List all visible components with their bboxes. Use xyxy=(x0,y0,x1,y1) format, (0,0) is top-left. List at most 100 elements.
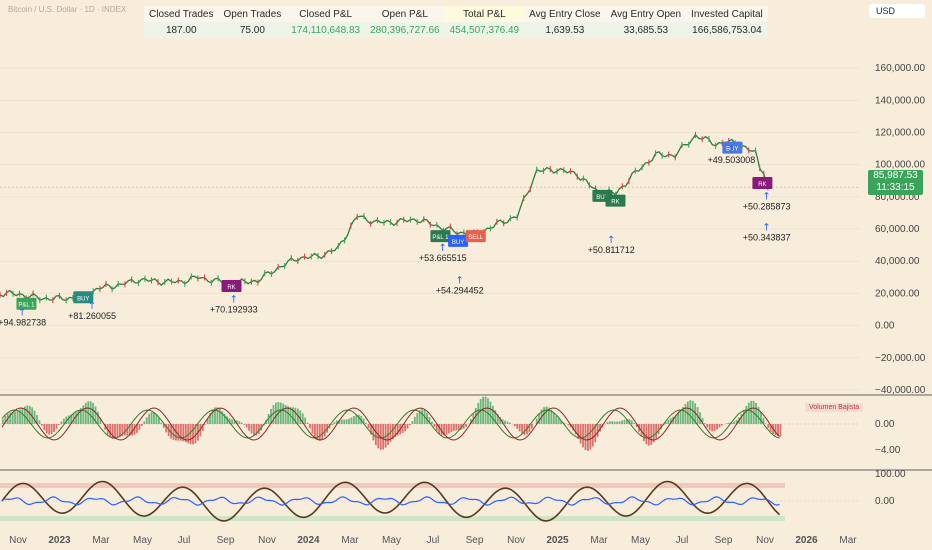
volume-bar xyxy=(231,419,233,424)
stats-value: 75.00 xyxy=(218,22,287,38)
volume-bar xyxy=(518,424,521,432)
volume-bar xyxy=(179,424,182,441)
volume-bar xyxy=(764,423,767,424)
volume-bar xyxy=(623,419,626,424)
volume-bar xyxy=(616,421,619,424)
volume-bar xyxy=(177,424,180,441)
price-tick-label: 0.00 xyxy=(875,321,895,332)
stats-value: 454,507,376.49 xyxy=(444,22,525,38)
volume-bar xyxy=(452,424,455,431)
volume-bar xyxy=(138,424,141,430)
volume-bar xyxy=(301,413,304,424)
volume-bar xyxy=(345,419,348,424)
volume-bar xyxy=(728,422,731,424)
volume-bar xyxy=(716,424,718,430)
trade-tag-box xyxy=(430,230,451,243)
volume-bar xyxy=(677,412,679,424)
volume-bar xyxy=(111,424,114,439)
stats-header: Avg Entry Close xyxy=(524,6,606,22)
volume-bar xyxy=(470,419,472,424)
stats-value: 174,110,648.83 xyxy=(286,22,366,38)
volume-bar xyxy=(97,411,99,424)
volume-bar xyxy=(689,400,692,424)
currency-select[interactable]: USD xyxy=(869,4,925,18)
volume-bar xyxy=(545,406,548,424)
price-tick-label: −40,000.00 xyxy=(875,385,926,396)
trade-annotation: +94.982738 xyxy=(0,318,46,328)
volume-bar xyxy=(535,418,538,424)
volume-bar xyxy=(282,403,285,424)
volume-bar xyxy=(674,415,677,424)
stats-value: 1,639.53 xyxy=(524,22,606,38)
stats-header: Avg Entry Open xyxy=(605,6,687,22)
trade-annotation: +70.192933 xyxy=(210,305,258,315)
entry-arrow-icon: ↑ xyxy=(456,275,464,286)
volume-bar xyxy=(552,412,555,424)
volume-bar xyxy=(462,424,465,429)
volume-bar xyxy=(223,413,226,424)
rsi-oscillator-pane: 100.00 0.00 xyxy=(0,469,906,522)
time-tick-label: May xyxy=(133,535,152,546)
volume-bar xyxy=(757,406,760,424)
volume-bar xyxy=(767,424,770,429)
volume-bar xyxy=(523,424,526,435)
volume-bar xyxy=(145,417,148,424)
price-tick-label: 60,000.00 xyxy=(875,224,920,235)
volume-bar xyxy=(747,402,750,424)
oversold-band xyxy=(0,516,785,521)
price-tick-label: 120,000.00 xyxy=(875,127,925,138)
entry-arrow-icon: ↑ xyxy=(439,243,447,254)
volume-bar xyxy=(80,408,82,424)
volume-bar xyxy=(367,424,370,429)
volume-bar xyxy=(284,405,287,424)
last-price-badge: 85,987.53 11:33:15 xyxy=(868,170,923,195)
entry-arrow-icon: ↑ xyxy=(18,308,26,319)
time-tick-label: Mar xyxy=(92,535,110,546)
volume-bar xyxy=(682,407,684,424)
volume-bar xyxy=(335,420,338,424)
volume-bar xyxy=(516,424,519,429)
time-tick-label: 2024 xyxy=(297,535,320,546)
volume-bar xyxy=(596,424,599,437)
trade-tag-label: RK xyxy=(611,200,619,206)
volume-bar xyxy=(160,422,163,424)
volume-bar xyxy=(170,424,172,439)
volume-bar xyxy=(594,424,597,443)
volume-bar xyxy=(591,424,594,447)
volume-bar xyxy=(304,417,307,424)
volume-bar xyxy=(16,410,19,424)
time-tick-label: May xyxy=(382,535,401,546)
volume-bar xyxy=(94,406,97,424)
volume-bar xyxy=(669,418,672,424)
time-tick-label: Nov xyxy=(9,535,27,546)
volume-bar xyxy=(679,410,682,424)
volume-bar xyxy=(82,405,85,424)
trade-tag-label: BUY xyxy=(726,147,738,153)
volume-bar xyxy=(318,424,321,441)
volume-bar xyxy=(109,424,112,438)
volume-bar xyxy=(226,416,229,424)
volume-bar xyxy=(362,418,365,424)
symbol-title: Bitcoin / U.S. Dollar · 1D · INDEX xyxy=(8,5,127,14)
volume-bar xyxy=(287,406,289,424)
strategy-stats-table: Closed Trades Open Trades Closed P&L Ope… xyxy=(144,6,768,38)
volume-bar xyxy=(691,400,694,424)
volume-bar xyxy=(411,421,414,424)
trade-annotation: +49.503008 xyxy=(707,155,755,165)
trade-annotation: +50.811712 xyxy=(588,245,635,255)
oscillator-tick-label: 100.00 xyxy=(875,469,906,480)
volume-bar xyxy=(126,424,129,436)
volume-bar xyxy=(60,421,63,424)
volume-bar xyxy=(23,406,26,424)
volume-bar xyxy=(499,417,502,424)
volume-bar xyxy=(294,407,297,424)
volume-bar xyxy=(99,417,102,424)
volume-bar xyxy=(735,419,738,424)
volume-bar xyxy=(187,424,190,444)
volume-bar xyxy=(401,424,404,433)
volume-bar xyxy=(628,419,631,424)
volume-bar xyxy=(504,420,506,424)
volume-bar xyxy=(443,424,445,436)
volume-bar xyxy=(665,422,667,424)
